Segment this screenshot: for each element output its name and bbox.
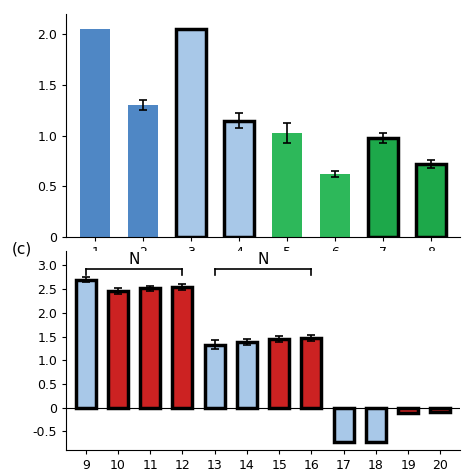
Text: N: N (257, 252, 269, 267)
Bar (272, 133, 302, 237)
Bar (140, 288, 160, 408)
Bar (368, 138, 398, 237)
Bar (320, 174, 350, 237)
Bar (76, 280, 96, 408)
Bar (205, 345, 225, 408)
Bar (176, 29, 206, 237)
Bar (108, 291, 128, 408)
Bar (224, 120, 254, 237)
Bar (237, 342, 257, 408)
Bar (366, 408, 386, 442)
Bar (334, 408, 354, 442)
Text: (c): (c) (11, 241, 32, 256)
Bar (173, 287, 192, 408)
Bar (416, 164, 446, 237)
Bar (80, 29, 110, 237)
Bar (269, 339, 289, 408)
Bar (128, 105, 158, 237)
Bar (430, 408, 450, 412)
Bar (398, 408, 418, 413)
Bar (301, 338, 321, 408)
Text: N: N (128, 252, 140, 267)
